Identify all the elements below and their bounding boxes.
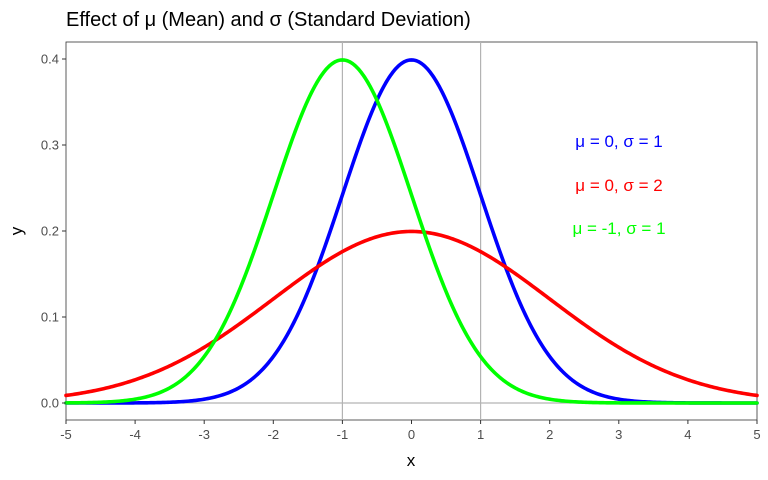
x-axis: -5 -4 -3 -2 -1 0 1 2 3 4 5 (60, 420, 761, 442)
x-tick-label: 0 (408, 427, 415, 442)
y-tick-label: 0.4 (41, 52, 59, 67)
curve-annotations: μ = 0, σ = 1 μ = 0, σ = 2 μ = -1, σ = 1 (572, 132, 665, 238)
x-tick-label: -1 (337, 427, 349, 442)
curve-annotation-1: μ = 0, σ = 1 (575, 132, 662, 151)
x-tick-label: -5 (60, 427, 72, 442)
y-axis-title: y (7, 226, 26, 235)
y-tick-label: 0.2 (41, 224, 59, 239)
x-tick-label: 2 (546, 427, 553, 442)
x-axis-title: x (407, 451, 416, 470)
y-axis: 0.0 0.1 0.2 0.3 0.4 (41, 52, 66, 411)
y-tick-label: 0.0 (41, 396, 59, 411)
x-tick-label: -3 (198, 427, 210, 442)
curve-annotation-2: μ = 0, σ = 2 (575, 176, 662, 195)
x-tick-label: 5 (753, 427, 760, 442)
x-tick-label: -2 (268, 427, 280, 442)
x-tick-label: 1 (477, 427, 484, 442)
y-tick-label: 0.1 (41, 310, 59, 325)
density-curve-2 (64, 229, 759, 398)
density-curve-3 (64, 58, 759, 405)
x-tick-label: 4 (684, 427, 691, 442)
x-tick-label: 3 (615, 427, 622, 442)
density-curves (64, 58, 759, 405)
curve-annotation-3: μ = -1, σ = 1 (572, 219, 665, 238)
chart-title: Effect of μ (Mean) and σ (Standard Devia… (66, 9, 471, 31)
x-tick-label: -4 (129, 427, 141, 442)
y-tick-label: 0.3 (41, 138, 59, 153)
